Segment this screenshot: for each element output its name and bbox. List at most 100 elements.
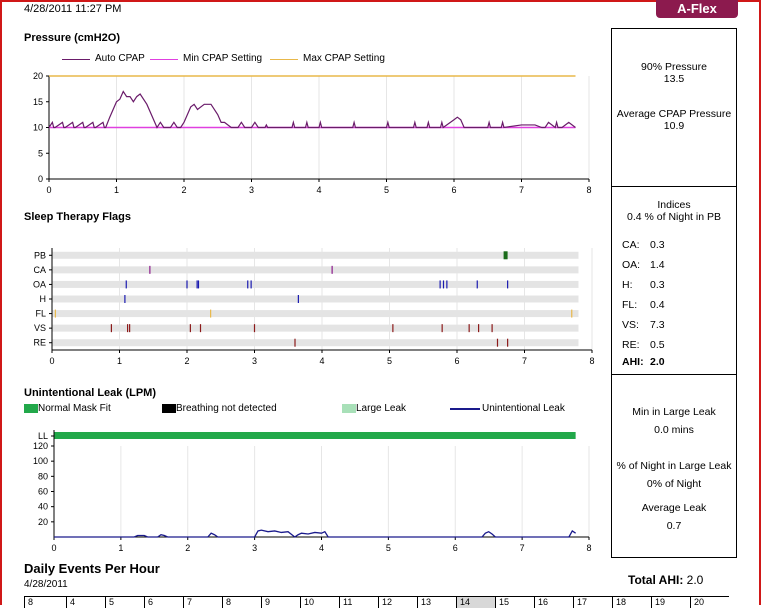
x-tick-label: 7 bbox=[520, 543, 525, 553]
x-tick-label: 2 bbox=[185, 543, 190, 553]
pressure-chart: 0 5 10 15 20 0 1 2 3 4 5 6 7 8 bbox=[33, 71, 592, 195]
x-tick-label: 0 bbox=[51, 543, 56, 553]
hour-cell: 9 bbox=[261, 596, 300, 608]
y-tick-label: 80 bbox=[38, 471, 48, 481]
x-tick-label: 7 bbox=[519, 185, 524, 195]
flag-event bbox=[503, 251, 508, 260]
legend-swatch-normal bbox=[24, 404, 38, 413]
hour-cell: 10 bbox=[300, 596, 339, 608]
flags-title: Sleep Therapy Flags bbox=[24, 211, 131, 223]
flag-row-band bbox=[52, 251, 579, 259]
legend-unintentional-leak: Unintentional Leak bbox=[482, 403, 565, 414]
leak-legend: Normal Mask Fit Breathing not detected L… bbox=[24, 403, 604, 417]
pressure-legend: Auto CPAP Min CPAP Setting Max CPAP Sett… bbox=[62, 53, 392, 67]
x-tick-label: 6 bbox=[453, 543, 458, 553]
legend-swatch-auto bbox=[62, 59, 90, 60]
index-row: FL: 0.4 bbox=[622, 299, 665, 311]
y-tick-label: 10 bbox=[33, 123, 43, 133]
hour-cell: 11 bbox=[339, 596, 378, 608]
flag-label: CA bbox=[33, 265, 46, 275]
legend-swatch-breathing bbox=[162, 404, 176, 413]
y-tick-label: 100 bbox=[33, 456, 48, 466]
flag-row-band bbox=[52, 339, 579, 347]
y-tick-label: 0 bbox=[38, 174, 43, 184]
hour-cell: 12 bbox=[378, 596, 417, 608]
x-tick-label: 4 bbox=[319, 356, 324, 366]
index-row: RE: 0.5 bbox=[622, 339, 665, 351]
x-tick-label: 3 bbox=[252, 543, 257, 553]
x-tick-label: 4 bbox=[316, 185, 321, 195]
y-tick-label: 20 bbox=[38, 517, 48, 527]
legend-swatch-max bbox=[270, 59, 298, 60]
hour-cell: 15 bbox=[495, 596, 534, 608]
avg-leak-label: Average Leak bbox=[641, 502, 707, 514]
y-tick-label: 5 bbox=[38, 148, 43, 158]
x-tick-label: 8 bbox=[586, 185, 591, 195]
legend-swatch-min bbox=[150, 59, 178, 60]
hour-cell: 6 bbox=[144, 596, 183, 608]
hour-cell: 16 bbox=[534, 596, 573, 608]
legend-large-leak: Large Leak bbox=[356, 403, 407, 414]
x-tick-label: 2 bbox=[184, 356, 189, 366]
index-row: CA: 0.3 bbox=[622, 239, 665, 251]
leak-title: Unintentional Leak (LPM) bbox=[24, 387, 156, 399]
avg-pressure-value: 10.9 bbox=[663, 120, 685, 132]
hour-cell: 5 bbox=[105, 596, 144, 608]
indices-list: CA: 0.3 OA: 1.4 H: 0.3 FL: 0.4 VS: 7.3 RE: 0.5… bbox=[612, 235, 736, 369]
y-tick-label: 20 bbox=[33, 71, 43, 81]
flag-label: H bbox=[40, 294, 47, 304]
index-row: H: 0.3 bbox=[622, 279, 665, 291]
x-tick-label: 8 bbox=[586, 543, 591, 553]
pct-large-leak-label: % of Night in Large Leak bbox=[616, 460, 732, 472]
flag-row-band bbox=[52, 280, 579, 288]
pressure-title: Pressure (cmH2O) bbox=[24, 32, 120, 44]
min-large-leak-value: 0.0 mins bbox=[654, 424, 694, 436]
y-tick-label: 120 bbox=[33, 441, 48, 451]
flag-label: FL bbox=[35, 309, 46, 319]
indices-label: Indices bbox=[657, 199, 691, 211]
x-tick-label: 5 bbox=[387, 356, 392, 366]
y-tick-label: 15 bbox=[33, 97, 43, 107]
ahi-row: AHI: 2.0 bbox=[622, 356, 665, 368]
hour-cell: 13 bbox=[417, 596, 456, 608]
series-auto-cpap bbox=[48, 90, 576, 129]
x-tick-label: 3 bbox=[249, 185, 254, 195]
p90-label: 90% Pressure bbox=[641, 61, 707, 73]
flag-label: RE bbox=[33, 338, 46, 348]
leak-stats-panel: Min in Large Leak 0.0 mins % of Night in… bbox=[611, 374, 737, 558]
legend-swatch-leak-line bbox=[450, 408, 480, 410]
avg-pressure-label: Average CPAP Pressure bbox=[616, 108, 732, 120]
flag-label: VS bbox=[34, 323, 46, 333]
hour-cell: 4 bbox=[66, 596, 105, 608]
legend-swatch-large bbox=[342, 404, 356, 413]
hour-cell: 19 bbox=[651, 596, 690, 608]
hour-cell: 8 bbox=[24, 596, 66, 608]
pressure-stats-panel: 90% Pressure 13.5 Average CPAP Pressure … bbox=[611, 28, 737, 187]
daily-events-date: 4/28/2011 bbox=[24, 579, 68, 590]
legend-normal-mask-fit: Normal Mask Fit bbox=[38, 403, 111, 414]
flag-row-band bbox=[52, 266, 579, 274]
flag-row-band bbox=[52, 324, 579, 332]
legend-auto-cpap: Auto CPAP bbox=[95, 53, 145, 64]
series-unintentional-leak bbox=[54, 529, 576, 538]
x-tick-label: 1 bbox=[117, 356, 122, 366]
flag-label: OA bbox=[33, 279, 46, 289]
flag-row-band bbox=[52, 295, 579, 303]
hour-cell: 17 bbox=[573, 596, 612, 608]
x-tick-label: 6 bbox=[451, 185, 456, 195]
legend-breathing-not-detected: Breathing not detected bbox=[176, 403, 277, 414]
x-tick-label: 0 bbox=[46, 185, 51, 195]
x-tick-label: 3 bbox=[252, 356, 257, 366]
hour-cell: 8 bbox=[222, 596, 261, 608]
report-timestamp: 4/28/2011 11:27 PM bbox=[24, 3, 122, 15]
indices-panel: Indices 0.4 % of Night in PB CA: 0.3 OA: 1… bbox=[611, 186, 737, 375]
hour-cell: 18 bbox=[612, 596, 651, 608]
brand-tab[interactable]: A-Flex bbox=[656, 0, 738, 18]
hour-cell: 14 bbox=[456, 596, 495, 608]
x-tick-label: 7 bbox=[522, 356, 527, 366]
p90-value: 13.5 bbox=[663, 73, 685, 85]
flags-chart: PB CA OA H FL VS RE0 1 2 3 4 5 6 7 8 bbox=[33, 248, 595, 366]
x-tick-label: 2 bbox=[181, 185, 186, 195]
x-tick-label: 5 bbox=[386, 543, 391, 553]
